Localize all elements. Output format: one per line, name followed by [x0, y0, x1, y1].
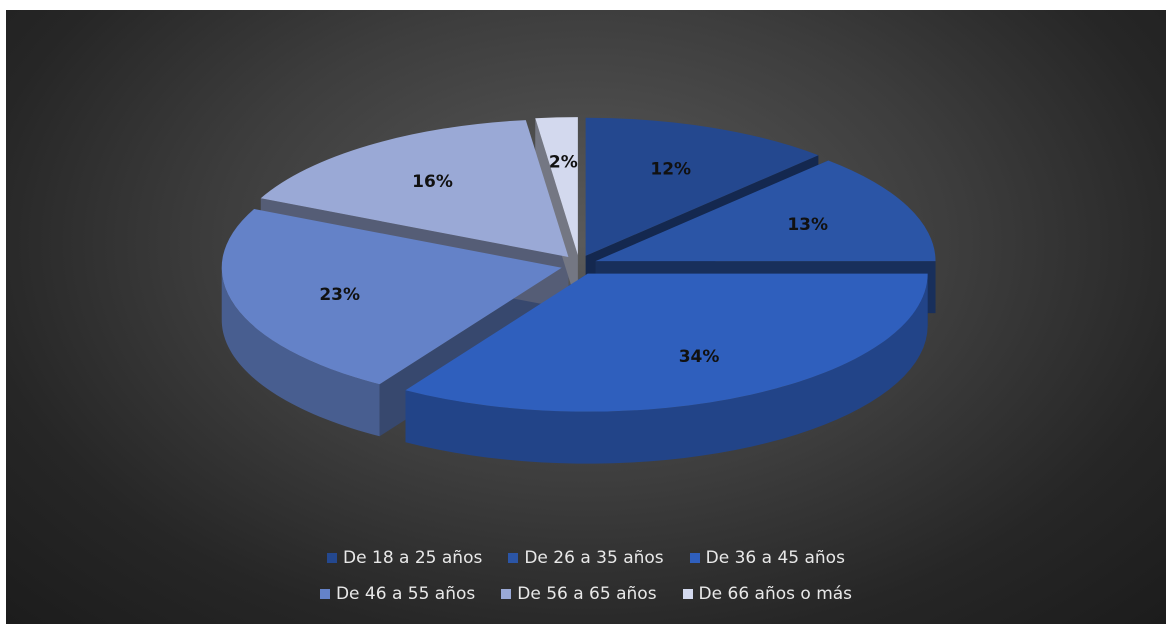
pie-data-label: 16%: [412, 172, 453, 192]
pie-slice-outer-wall: [405, 273, 928, 464]
legend-swatch: [682, 589, 693, 599]
legend-item-18-25: De 18 a 25 años: [327, 548, 482, 568]
legend-item-56-65: De 56 a 65 años: [501, 584, 657, 604]
pie-data-labels: 12% 13% 34% 23% 16% 2%: [319, 152, 828, 366]
legend-label: De 26 a 35 años: [524, 548, 664, 568]
pie-data-label: 2%: [549, 152, 578, 172]
legend-label: De 18 a 25 años: [343, 548, 483, 568]
legend-swatch: [319, 589, 330, 599]
legend-label: De 36 a 45 años: [705, 548, 845, 568]
pie-slice: [535, 117, 578, 256]
pie-chart: 12% 13% 34% 23% 16% 2%: [221, 117, 936, 464]
legend-row-1: De 18 a 25 años De 26 a 35 años De 36 a …: [6, 540, 1166, 576]
chart-area: 12% 13% 34% 23% 16% 2% De 18 a 25 años De 26 …: [6, 10, 1166, 624]
pie-slice: [585, 117, 819, 256]
legend-item-66-plus: De 66 años o más: [682, 584, 853, 604]
pie-slice: [260, 120, 569, 257]
legend-label: De 56 a 65 años: [517, 584, 657, 604]
pie-slice: [405, 273, 928, 412]
legend-row-2: De 46 a 55 años De 56 a 65 años De 66 añ…: [6, 576, 1166, 612]
legend-label: De 66 años o más: [698, 584, 853, 604]
legend: De 18 a 25 años De 26 a 35 años De 36 a …: [6, 540, 1166, 612]
legend-item-26-35: De 26 a 35 años: [508, 548, 664, 568]
pie-data-label: 13%: [787, 215, 828, 235]
legend-item-46-55: De 46 a 55 años: [319, 584, 476, 604]
legend-swatch: [501, 589, 512, 599]
pie-slice: [595, 160, 936, 262]
pie-data-label: 23%: [319, 285, 360, 305]
pie-data-label: 12%: [650, 160, 691, 180]
pie-data-label: 34%: [679, 347, 720, 367]
pie-slice-edge-wall: [535, 118, 578, 308]
legend-swatch: [327, 553, 338, 563]
pie-slice: [221, 209, 562, 385]
legend-item-36-45: De 36 a 45 años: [689, 548, 845, 568]
legend-swatch: [508, 553, 519, 563]
legend-label: De 46 a 55 años: [335, 584, 476, 604]
legend-swatch: [689, 553, 700, 563]
pie-slice-outer-wall: [221, 266, 380, 437]
pie-top-faces: [221, 117, 936, 412]
